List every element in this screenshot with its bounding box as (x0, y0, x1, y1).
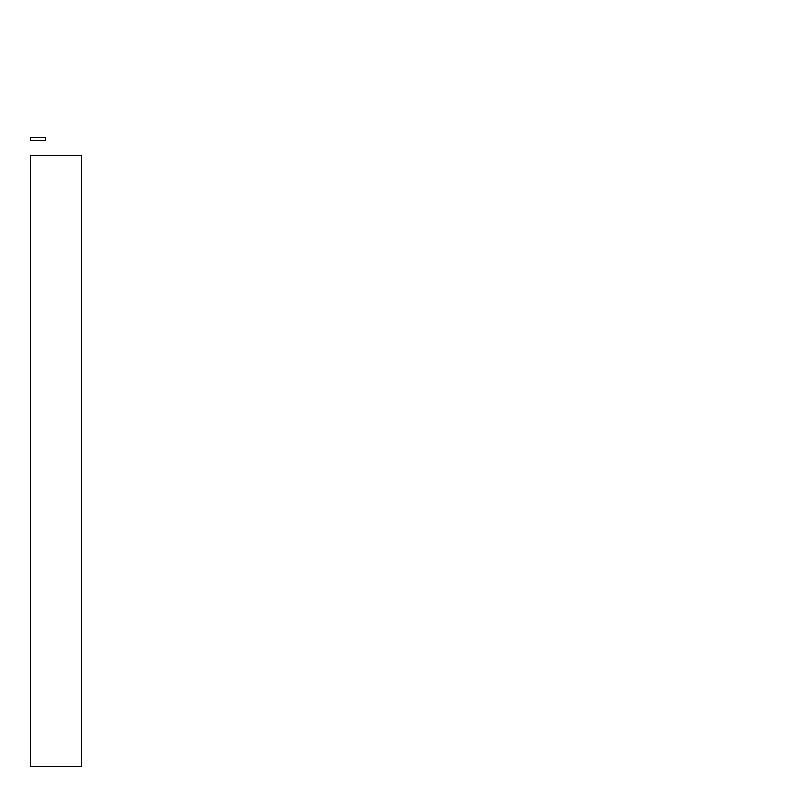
title-block (9, 30, 45, 230)
